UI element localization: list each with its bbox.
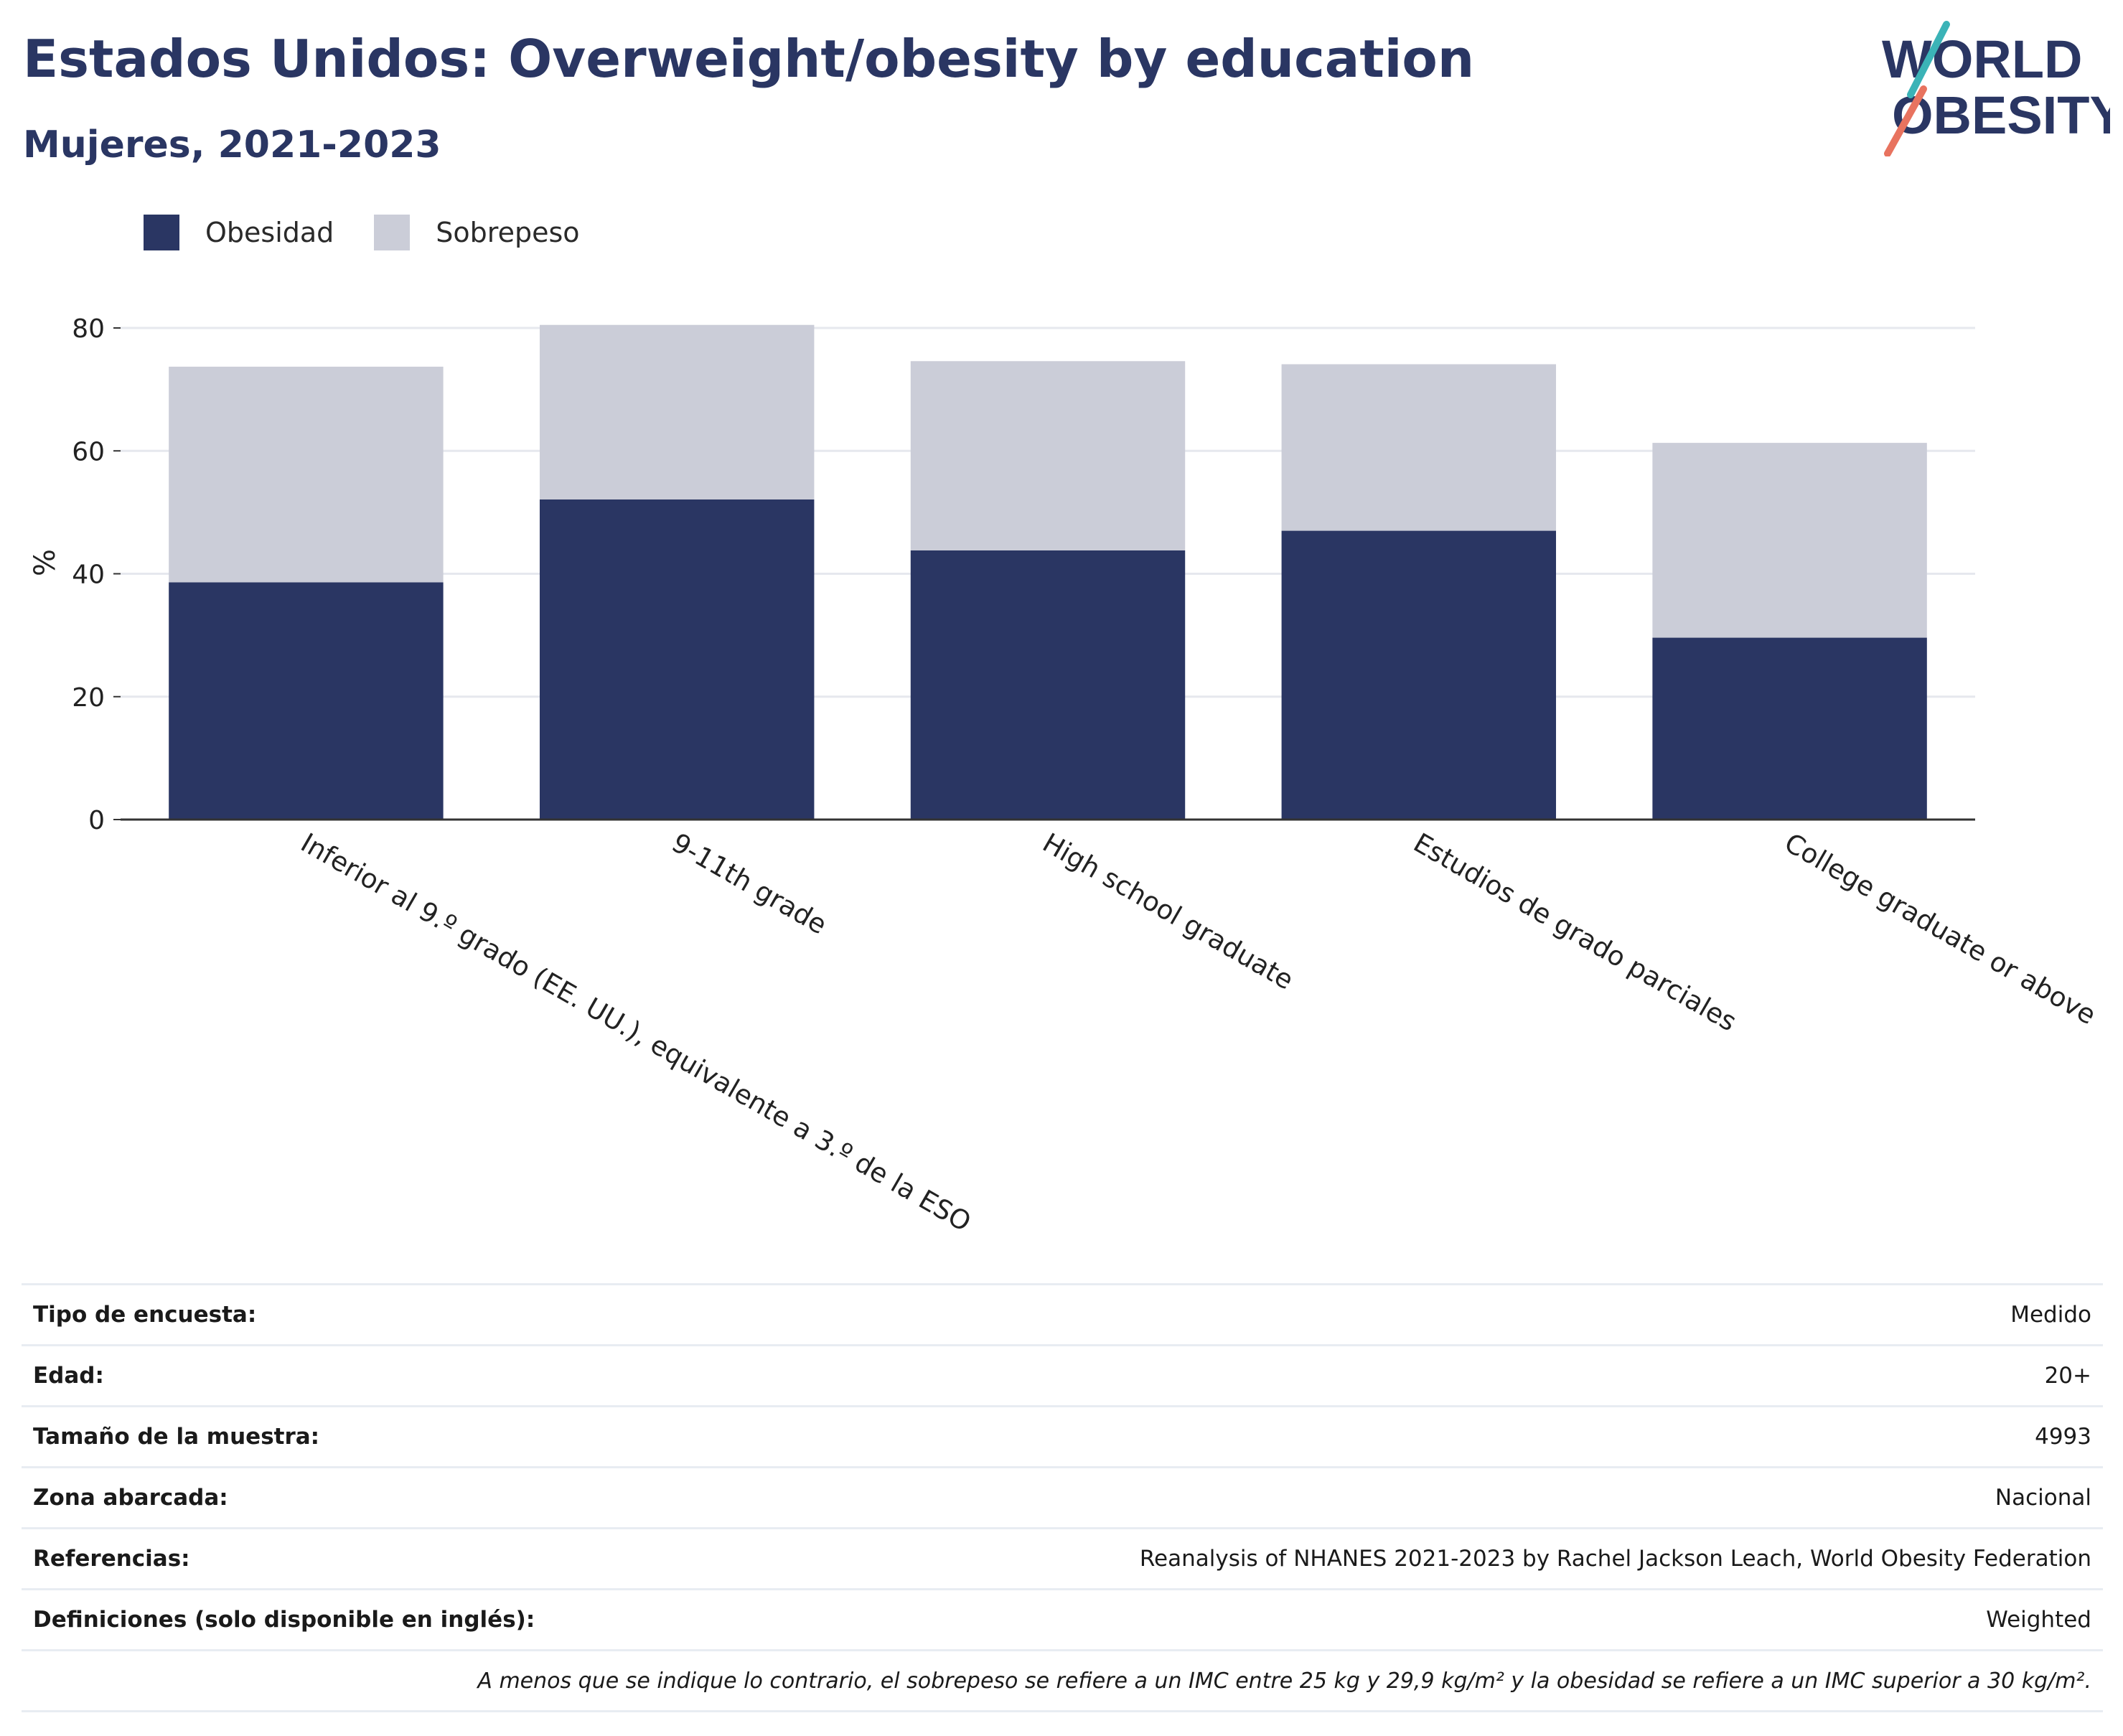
y-tick-label: 80 [72, 314, 105, 344]
info-row-key: Tipo de encuesta: [33, 1302, 257, 1328]
legend-item-obesidad[interactable]: Obesidad [144, 215, 334, 250]
bar-sobrepeso-3[interactable] [910, 361, 1186, 550]
x-category-label: College graduate or above [1779, 827, 2101, 1031]
info-row-value: Weighted [1986, 1607, 2091, 1633]
bar-obesidad-1[interactable] [169, 582, 444, 820]
info-row-key: Zona abarcada: [33, 1485, 228, 1511]
chart-subtitle: Mujeres, 2021-2023 [23, 123, 441, 166]
x-category-label: Estudios de grado parciales [1408, 827, 1741, 1038]
info-row: Tipo de encuesta: Medido [22, 1283, 2103, 1344]
bar-obesidad-4[interactable] [1281, 530, 1557, 820]
bar-sobrepeso-5[interactable] [1652, 443, 1927, 638]
bar-obesidad-2[interactable] [539, 499, 815, 820]
info-row-value: 4993 [2035, 1424, 2091, 1450]
bar-obesidad-3[interactable] [910, 550, 1186, 820]
bar-sobrepeso-2[interactable] [539, 324, 815, 499]
legend-swatch-obesidad [144, 215, 179, 250]
x-category-label: High school graduate [1038, 827, 1299, 996]
legend-label-obesidad: Obesidad [205, 217, 334, 248]
chart-legend: Obesidad Sobrepeso [144, 212, 620, 253]
legend-label-sobrepeso: Sobrepeso [436, 217, 580, 248]
info-row: Referencias: Reanalysis of NHANES 2021-20… [22, 1527, 2103, 1588]
stacked-bar-chart: 0 20 40 60 80 Inferior al 9.º grado (EE. UU.)… [29, 314, 2101, 1238]
x-category-label: Inferior al 9.º grado (EE. UU.), equival… [296, 827, 976, 1238]
y-axis-title: % [29, 549, 62, 576]
y-tick-label: 20 [72, 683, 105, 713]
legend-item-sobrepeso[interactable]: Sobrepeso [374, 215, 580, 250]
info-row-value: Medido [2010, 1302, 2091, 1328]
info-row: Edad: 20+ [22, 1344, 2103, 1405]
info-row: Definiciones (solo disponible en inglés)… [22, 1588, 2103, 1649]
info-row-value: Nacional [1995, 1485, 2091, 1511]
bar-obesidad-5[interactable] [1652, 637, 1927, 820]
bar-sobrepeso-1[interactable] [169, 366, 444, 583]
info-row: Zona abarcada: Nacional [22, 1466, 2103, 1527]
definitions-note: A menos que se indique lo contrario, el … [22, 1649, 2103, 1712]
info-row-value: 20+ [2044, 1363, 2091, 1389]
survey-info-table: Tipo de encuesta: Medido Edad: 20+ Tamaño de… [22, 1283, 2103, 1712]
logo-line-2: OBESITY [1892, 85, 2110, 145]
info-row-key: Definiciones (solo disponible en inglés)… [33, 1607, 535, 1633]
info-row: Tamaño de la muestra: 4993 [22, 1405, 2103, 1466]
x-category-label: 9-11th grade [667, 827, 832, 941]
y-tick-label: 60 [72, 437, 105, 466]
info-row-key: Referencias: [33, 1546, 190, 1572]
bar-sobrepeso-4[interactable] [1281, 364, 1557, 531]
info-row-key: Edad: [33, 1363, 104, 1389]
info-row-value: Reanalysis of NHANES 2021-2023 by Rachel… [1139, 1546, 2091, 1572]
chart-title: Estados Unidos: Overweight/obesity by ed… [23, 29, 1475, 89]
y-tick-label: 0 [88, 806, 105, 835]
legend-swatch-sobrepeso [374, 215, 411, 250]
bars [169, 324, 1927, 820]
world-obesity-logo: WORLD OBESITY [1882, 21, 2110, 156]
info-row-key: Tamaño de la muestra: [33, 1424, 320, 1450]
y-tick-label: 40 [72, 560, 105, 590]
